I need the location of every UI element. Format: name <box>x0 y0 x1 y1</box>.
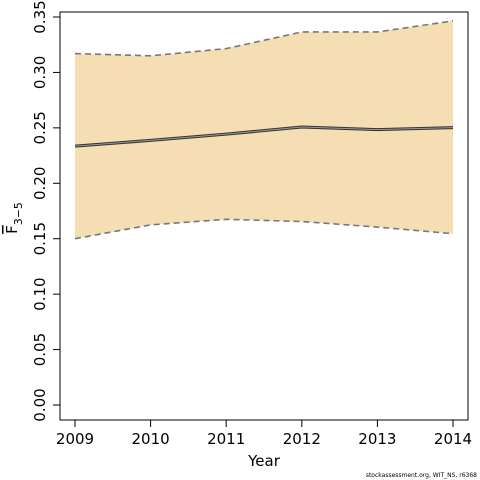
y-tick-label: 0.30 <box>31 56 49 89</box>
y-axis-title-subscript: 3−5 <box>12 202 25 225</box>
x-tick-label: 2014 <box>434 430 472 448</box>
y-tick-label: 0.05 <box>31 333 49 366</box>
x-axis-title: Year <box>247 452 281 470</box>
source-annotation: stockassessment.org, WIT_NS, r6368 <box>366 472 477 479</box>
plot-frame <box>59 11 469 421</box>
y-tick-label: 0.10 <box>31 277 49 310</box>
series-line-estimate-inner <box>74 126 454 147</box>
x-tick-label: 2010 <box>132 430 170 448</box>
axes: 2009 2010 2011 2012 2013 2014 0.00 0.05 0.10 0.15… <box>31 0 472 448</box>
y-axis-title-main: F <box>3 225 21 234</box>
x-tick-label: 2009 <box>56 430 94 448</box>
series-line-upper-bound <box>74 20 454 57</box>
y-tick-label: 0.20 <box>31 167 49 200</box>
y-tick-label: 0.25 <box>31 111 49 144</box>
y-tick-label: 0.35 <box>31 0 49 33</box>
y-tick-label: 0.00 <box>31 388 49 421</box>
x-tick-label: 2011 <box>207 430 245 448</box>
x-tick-label: 2012 <box>283 430 321 448</box>
svg-text:F3−5: F3−5 <box>3 202 25 234</box>
series-line-lower-bound <box>74 218 454 240</box>
y-tick-label: 0.15 <box>31 222 49 255</box>
x-tick-label: 2013 <box>358 430 396 448</box>
series-layer <box>74 20 454 240</box>
y-axis-title: F3−5 <box>3 202 25 234</box>
